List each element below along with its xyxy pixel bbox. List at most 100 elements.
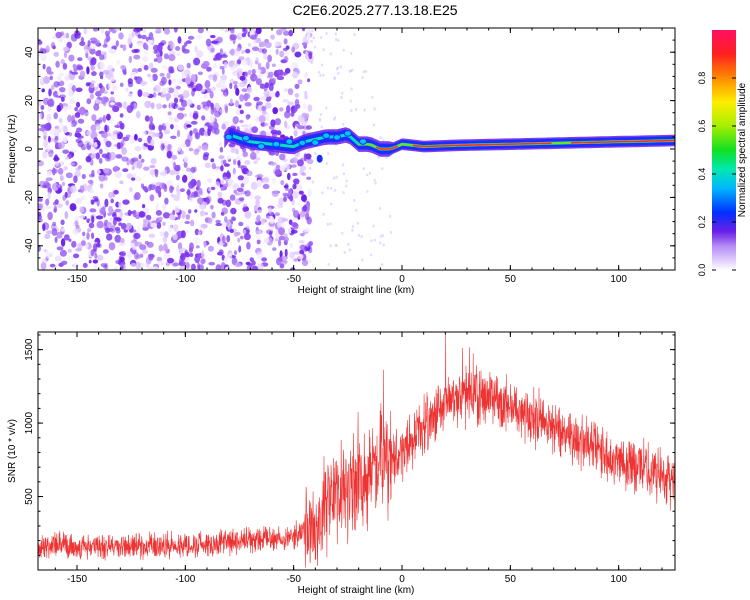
top-y-axis: -40 -20 0 20 40: [24, 27, 675, 271]
noise-point: [109, 43, 116, 47]
noise-point: [74, 112, 81, 118]
noise-point: [207, 178, 213, 184]
noise-point: [60, 260, 68, 265]
noise-point: [90, 249, 95, 257]
noise-point: [193, 148, 200, 156]
noise-point: [294, 83, 300, 89]
noise-point: [99, 183, 104, 189]
noise-point: [59, 175, 64, 182]
noise-point: [362, 70, 365, 74]
noise-point: [210, 204, 214, 210]
noise-point: [100, 263, 108, 268]
y-tick-label: -20: [24, 190, 35, 205]
noise-point: [291, 164, 297, 168]
noise-point: [113, 211, 117, 216]
noise-point: [182, 90, 190, 99]
noise-point: [65, 200, 70, 206]
noise-point: [339, 65, 343, 69]
noise-point: [365, 173, 369, 177]
noise-point: [305, 50, 309, 60]
noise-point: [269, 216, 275, 224]
noise-point: [319, 36, 323, 39]
noise-point: [301, 259, 309, 267]
noise-point: [229, 229, 234, 233]
noise-point: [173, 91, 180, 98]
noise-point: [42, 184, 47, 189]
noise-point: [165, 87, 170, 92]
noise-point: [250, 181, 258, 190]
noise-point: [264, 102, 272, 109]
noise-point: [312, 36, 315, 40]
noise-point: [278, 107, 284, 112]
noise-point: [229, 50, 236, 55]
noise-point: [322, 48, 325, 52]
noise-point: [292, 172, 298, 177]
noise-point: [240, 235, 244, 240]
noise-point: [307, 104, 313, 112]
noise-point: [60, 238, 66, 247]
noise-point: [119, 122, 125, 130]
noise-point: [215, 219, 221, 224]
noise-point: [150, 102, 155, 109]
noise-point: [133, 54, 141, 60]
noise-point: [295, 184, 303, 192]
noise-point: [202, 94, 209, 99]
noise-point: [276, 75, 285, 81]
noise-point: [185, 40, 192, 44]
noise-point: [174, 97, 178, 104]
noise-point: [218, 140, 223, 148]
noise-point: [299, 211, 306, 218]
noise-point: [283, 184, 289, 189]
noise-point: [184, 220, 190, 225]
noise-point: [353, 198, 356, 202]
noise-point: [183, 42, 188, 47]
noise-point: [168, 225, 173, 232]
signal-peak: [570, 139, 675, 144]
noise-point: [237, 175, 244, 181]
noise-point: [271, 63, 276, 67]
noise-point: [79, 206, 85, 213]
noise-point: [163, 122, 171, 127]
noise-point: [89, 48, 96, 55]
noise-point: [102, 114, 106, 123]
noise-point: [189, 112, 194, 118]
noise-point: [135, 28, 143, 32]
noise-point: [221, 68, 225, 75]
noise-point: [175, 85, 181, 90]
noise-point: [301, 42, 308, 46]
noise-point: [155, 185, 162, 194]
noise-point: [294, 98, 300, 107]
noise-point: [181, 99, 188, 108]
noise-point: [186, 167, 192, 172]
colorbar: 0.0 0.2 0.4 0.6 0.8 Normalized spectral ampl…: [697, 30, 748, 276]
noise-point: [99, 71, 104, 77]
noise-point: [320, 125, 323, 129]
noise-point: [270, 34, 275, 40]
noise-point: [265, 61, 270, 70]
noise-point: [225, 199, 232, 208]
noise-point: [47, 106, 51, 112]
noise-point: [293, 210, 300, 218]
noise-point: [296, 69, 300, 75]
noise-point: [149, 169, 155, 176]
noise-point: [183, 69, 191, 78]
noise-point: [58, 117, 63, 124]
noise-point: [115, 102, 122, 106]
noise-point: [41, 258, 48, 263]
noise-point: [255, 116, 259, 123]
noise-point: [108, 68, 113, 78]
noise-point: [38, 127, 46, 132]
noise-point: [251, 126, 259, 134]
noise-point: [91, 114, 97, 122]
noise-point: [236, 187, 244, 192]
noise-point: [131, 177, 136, 181]
noise-point: [108, 28, 112, 33]
noise-point: [69, 162, 76, 166]
noise-point: [137, 89, 143, 97]
noise-point: [163, 140, 169, 147]
noise-point: [256, 179, 262, 188]
noise-point: [333, 76, 337, 80]
noise-point: [163, 53, 169, 60]
noise-point: [201, 250, 205, 259]
